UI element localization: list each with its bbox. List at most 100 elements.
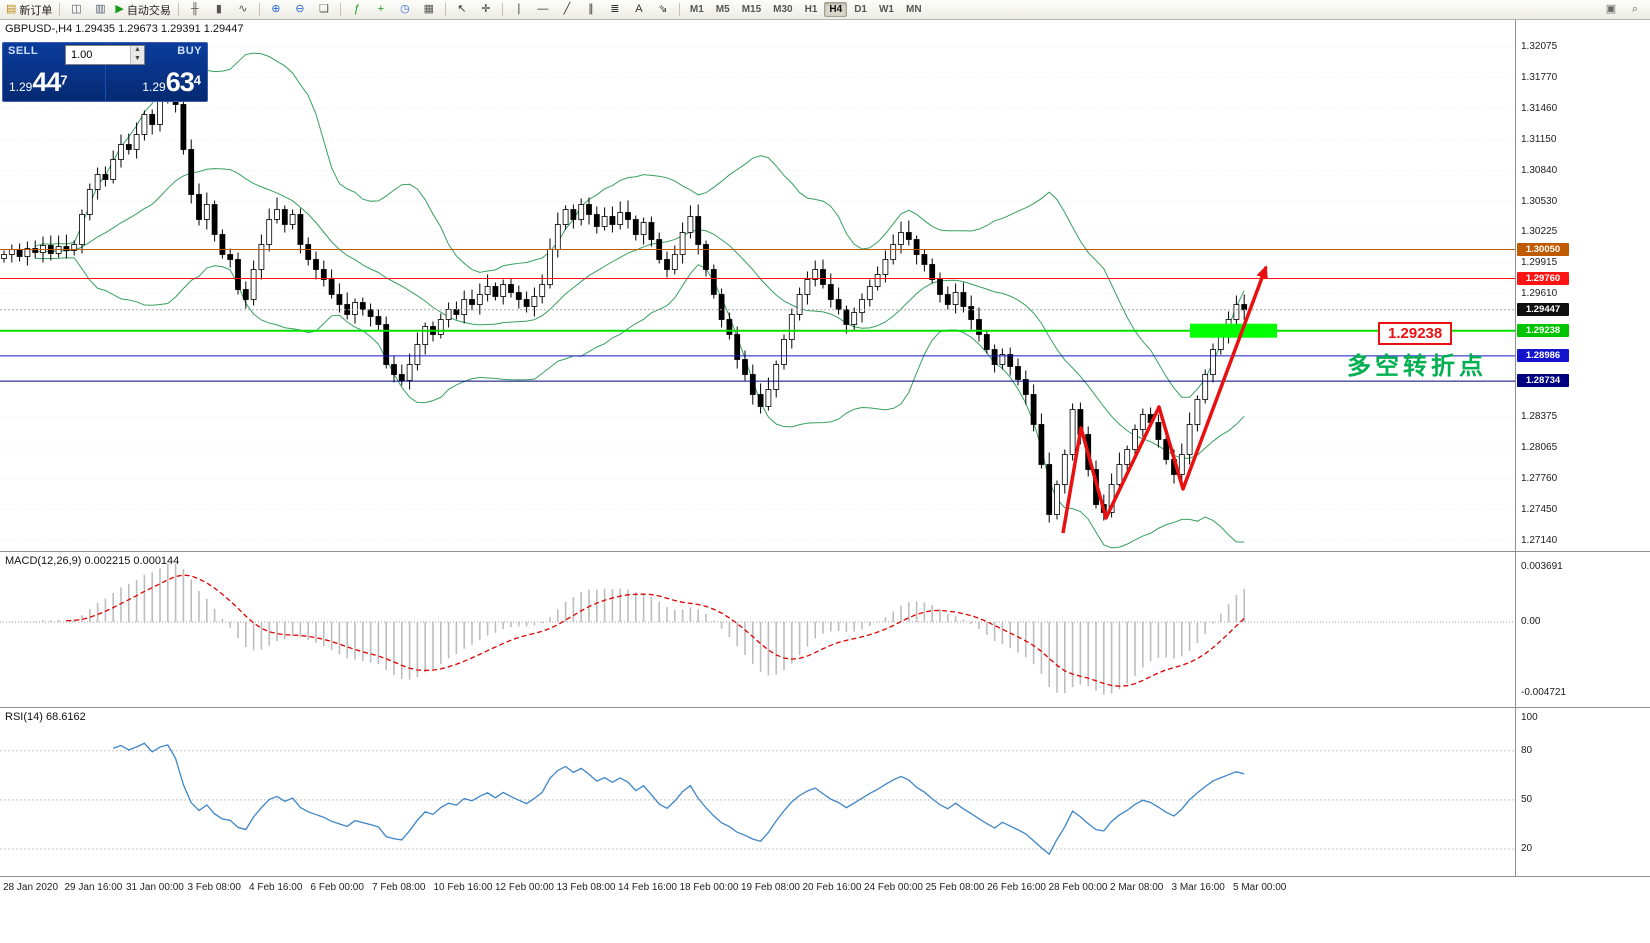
macd-panel[interactable]: MACD(12,26,9) 0.002215 0.000144: [0, 552, 1515, 707]
rsi-line: [112, 742, 1245, 856]
price-scale-tick: 1.32075: [1521, 41, 1558, 52]
docking-button[interactable]: ▣: [1599, 1, 1623, 18]
bollinger-band: [35, 52, 1245, 398]
volume-input[interactable]: [66, 46, 130, 64]
highlight-rectangle[interactable]: [1190, 323, 1277, 338]
toolbar-separator: [339, 3, 341, 16]
price-scale-tick: 1.31150: [1521, 133, 1557, 145]
toolbar-separator: [177, 3, 179, 16]
turning-point-note[interactable]: 多空转折点: [1347, 353, 1487, 380]
panel-splitter[interactable]: [0, 551, 1650, 552]
chart-ohlc-header: GBPUSD-,H4 1.29435 1.29673 1.29391 1.294…: [5, 23, 244, 35]
panel-splitter[interactable]: [0, 707, 1650, 708]
rsi-scale-tick: 80: [1521, 744, 1533, 756]
period-button[interactable]: ◷: [393, 1, 417, 18]
price-level-flag-1.29760: 1.29760: [1517, 271, 1569, 285]
price-chart-panel[interactable]: GBPUSD-,H4 1.29435 1.29673 1.29391 1.294…: [0, 20, 1515, 551]
indicators-button[interactable]: ƒ: [345, 1, 369, 18]
toolbar-separator: [444, 3, 446, 16]
cursor-button[interactable]: ↖: [450, 1, 474, 18]
bollinger-band: [35, 168, 1245, 459]
rsi-canvas[interactable]: [0, 708, 1515, 876]
sell-label: SELL: [8, 45, 39, 57]
rsi-scale-tick: 50: [1521, 793, 1533, 805]
price-scale-tick: 1.28065: [1521, 442, 1558, 453]
new-order-button[interactable]: ▤ 新订单: [3, 1, 55, 18]
crosshair-button[interactable]: ✛: [474, 1, 498, 18]
horizontal-line-button[interactable]: —: [531, 1, 555, 18]
timeframe-mn[interactable]: MN: [905, 4, 922, 15]
macd-canvas[interactable]: [0, 552, 1515, 707]
sell-button[interactable]: SELL 1.29447: [3, 43, 106, 101]
horizontal-line-icon: —: [537, 3, 549, 15]
time-axis-label: 12 Feb 00:00: [495, 882, 554, 893]
search-button[interactable]: ⌕: [1623, 1, 1647, 18]
timeframe-d1[interactable]: D1: [854, 4, 867, 15]
autotrading-button[interactable]: ▶ 自动交易: [112, 1, 173, 18]
tile-windows-button[interactable]: ❏: [312, 1, 336, 18]
macd-label: MACD(12,26,9) 0.002215 0.000144: [5, 555, 180, 567]
rsi-label: RSI(14) 68.6162: [5, 711, 86, 723]
volume-down-button[interactable]: ▼: [131, 55, 144, 64]
price-level-flag-1.28734: 1.28734: [1517, 374, 1569, 388]
timeframe-m15[interactable]: M15: [741, 4, 762, 15]
bar-chart-button[interactable]: ╫: [183, 1, 207, 18]
timeframe-h1[interactable]: H1: [804, 4, 818, 15]
text-button[interactable]: A: [627, 1, 651, 18]
zoom-out-button[interactable]: ⊖: [288, 1, 312, 18]
macd-signal-line: [66, 574, 1245, 687]
time-axis-label: 3 Mar 16:00: [1171, 882, 1225, 893]
volume-up-button[interactable]: ▲: [131, 46, 144, 55]
time-axis[interactable]: 28 Jan 2020 29 Jan 16:00 31 Jan 00:00 3 Feb…: [0, 877, 1515, 899]
chart-window-button[interactable]: ◫: [64, 1, 88, 18]
toolbar-separator: [59, 3, 61, 16]
new-order-label: 新订单: [19, 4, 53, 17]
arrows-button[interactable]: ⇘: [651, 1, 675, 18]
trend-zigzag-arrow[interactable]: [1061, 265, 1268, 534]
timeframe-w1[interactable]: W1: [878, 4, 894, 15]
arrows-icon: ⇘: [658, 3, 668, 15]
time-axis-label: 14 Feb 16:00: [618, 882, 677, 893]
price-axis[interactable]: 1.32075 1.31770 1.31460 1.31150 1.30840 1.305…: [1515, 20, 1650, 876]
time-axis-label: 2 Mar 08:00: [1110, 882, 1164, 893]
buy-label: BUY: [177, 45, 202, 57]
price-scale-tick: 1.27140: [1521, 534, 1558, 546]
price-level-flag-1.30050: 1.30050: [1517, 242, 1569, 256]
timeframe-m1[interactable]: M1: [689, 4, 704, 15]
templates-button[interactable]: ▦: [417, 1, 441, 18]
rsi-scale-tick: 20: [1521, 843, 1533, 854]
price-annotation-box[interactable]: 1.29238: [1378, 322, 1453, 345]
price-scale-tick: 1.28375: [1521, 411, 1558, 422]
bar-chart-icon: ╫: [190, 3, 199, 15]
buy-button[interactable]: BUY 1.29634: [106, 43, 208, 101]
panel-splitter[interactable]: [0, 876, 1650, 877]
vertical-line-button[interactable]: ∣: [507, 1, 531, 18]
price-scale-tick: 1.27450: [1521, 503, 1558, 515]
trendline-button[interactable]: ╱: [555, 1, 579, 18]
timeframe-m5[interactable]: M5: [715, 4, 730, 15]
add-indicator-button[interactable]: +: [369, 1, 393, 18]
toolbar-separator: [678, 3, 680, 16]
profiles-button[interactable]: ▥: [88, 1, 112, 18]
rsi-panel[interactable]: RSI(14) 68.6162: [0, 708, 1515, 876]
autotrading-label: 自动交易: [126, 4, 171, 17]
price-chart-canvas[interactable]: [0, 20, 1515, 551]
price-scale-tick: 1.30530: [1521, 195, 1558, 207]
time-axis-label: 13 Feb 08:00: [556, 882, 616, 893]
time-axis-label: 19 Feb 08:00: [741, 882, 800, 893]
line-chart-icon: ∿: [238, 3, 248, 15]
equidistant-channel-button[interactable]: ∥: [579, 1, 603, 18]
time-axis-label: 26 Feb 16:00: [987, 882, 1046, 893]
zoom-out-icon: ⊖: [295, 3, 305, 15]
fibonacci-button[interactable]: ≣: [603, 1, 627, 18]
candlestick-button[interactable]: ▮: [207, 1, 231, 18]
one-click-trading-panel: SELL 1.29447 BUY 1.29634 ▲ ▼: [2, 42, 208, 102]
zoom-in-button[interactable]: ⊕: [264, 1, 288, 18]
timeframe-h4[interactable]: H4: [824, 2, 848, 17]
price-level-flag-1.29447: 1.29447: [1517, 302, 1569, 316]
timeframe-m30[interactable]: M30: [773, 4, 793, 15]
price-scale-tick: 1.29610: [1521, 287, 1558, 299]
time-axis-label: 20 Feb 16:00: [802, 882, 862, 893]
line-chart-button[interactable]: ∿: [231, 1, 255, 18]
price-level-flag-1.29238: 1.29238: [1517, 323, 1569, 337]
